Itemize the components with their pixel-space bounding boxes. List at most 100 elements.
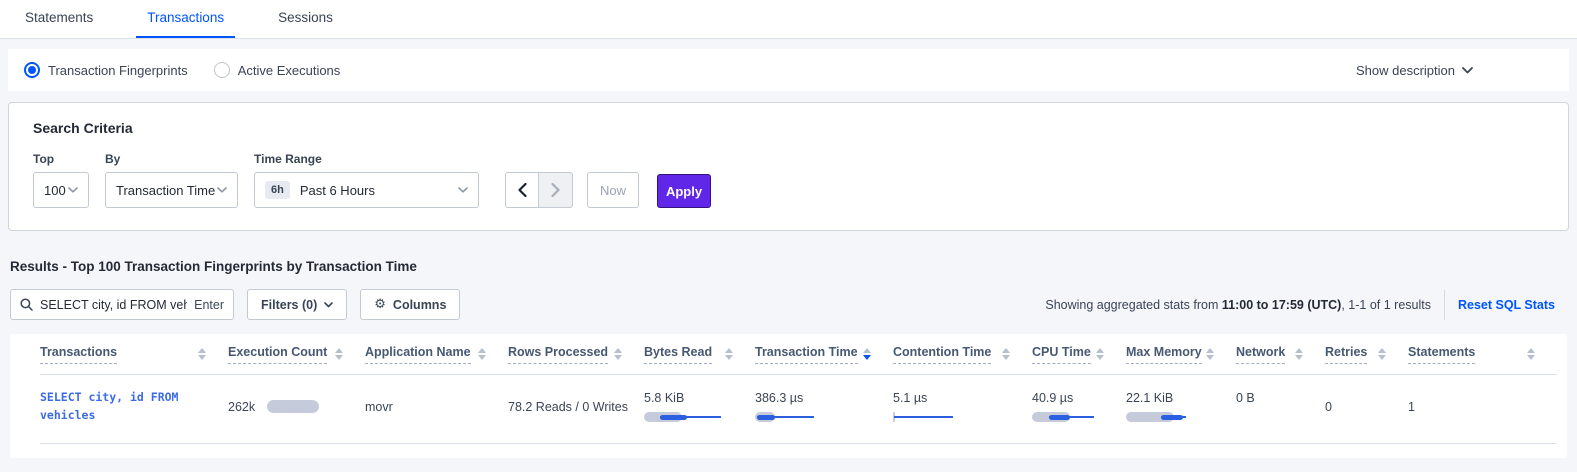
column-header-statements[interactable]: Statements bbox=[1408, 345, 1476, 364]
by-select[interactable]: Transaction Time bbox=[105, 172, 238, 208]
search-criteria-panel: Search Criteria Top 100 By Transaction T… bbox=[8, 102, 1569, 231]
chevron-down-icon bbox=[324, 301, 334, 308]
chevron-right-icon bbox=[551, 183, 560, 197]
columns-label: Columns bbox=[392, 297, 447, 312]
contention-time-cell: 5.1 µs bbox=[893, 391, 1032, 423]
sort-icon[interactable] bbox=[1527, 348, 1535, 360]
column-header-execution-count[interactable]: Execution Count bbox=[228, 345, 328, 364]
columns-button[interactable]: ⚙ Columns bbox=[360, 289, 461, 320]
top-field: Top 100 bbox=[33, 152, 89, 208]
sort-icon[interactable] bbox=[1096, 348, 1104, 360]
sort-icon-active-desc[interactable] bbox=[863, 348, 871, 360]
show-description-toggle[interactable]: Show description bbox=[1356, 63, 1553, 78]
chevron-down-icon bbox=[68, 187, 78, 193]
time-range-select[interactable]: 6h Past 6 Hours bbox=[254, 172, 479, 208]
fingerprint-search-box[interactable]: Enter bbox=[10, 289, 234, 320]
search-input[interactable] bbox=[40, 297, 188, 312]
by-field: By Transaction Time bbox=[105, 152, 238, 208]
apply-button[interactable]: Apply bbox=[657, 174, 711, 208]
top-select[interactable]: 100 bbox=[33, 172, 89, 208]
gear-icon: ⚙ bbox=[374, 297, 386, 312]
transaction-time-bar bbox=[755, 412, 835, 423]
column-header-cpu-time[interactable]: CPU Time bbox=[1032, 345, 1091, 364]
toolbar-divider bbox=[1443, 289, 1445, 320]
table-row: SELECT city, id FROM vehicles 262k movr … bbox=[40, 375, 1557, 444]
column-header-contention-time[interactable]: Contention Time bbox=[893, 345, 992, 364]
sort-icon[interactable] bbox=[1295, 348, 1303, 360]
tab-statements[interactable]: Statements bbox=[25, 10, 94, 25]
chevron-left-icon bbox=[517, 183, 527, 197]
max-memory-bar bbox=[1126, 412, 1206, 423]
time-window-arrows bbox=[505, 172, 573, 208]
cpu-time-cell: 40.9 µs bbox=[1032, 391, 1126, 423]
next-time-window-button[interactable] bbox=[539, 172, 573, 208]
time-range-label: Time Range bbox=[254, 152, 322, 166]
tab-transactions[interactable]: Transactions bbox=[136, 0, 236, 38]
column-header-rows-processed[interactable]: Rows Processed bbox=[508, 345, 609, 364]
top-label: Top bbox=[33, 152, 55, 166]
filters-label: Filters (0) bbox=[261, 297, 318, 312]
contention-time-value: 5.1 µs bbox=[893, 391, 928, 406]
bytes-read-bar bbox=[644, 412, 724, 423]
by-label: By bbox=[105, 152, 121, 166]
column-header-transaction-time[interactable]: Transaction Time bbox=[755, 345, 858, 364]
application-name-value: movr bbox=[365, 399, 393, 414]
network-cell: 0 B bbox=[1236, 391, 1325, 422]
stats-time-range: 11:00 to 17:59 (UTC) bbox=[1221, 297, 1342, 312]
sort-icon[interactable] bbox=[725, 348, 733, 360]
filters-button[interactable]: Filters (0) bbox=[247, 289, 348, 320]
max-memory-value: 22.1 KiB bbox=[1126, 391, 1174, 406]
max-memory-cell: 22.1 KiB bbox=[1126, 391, 1236, 423]
tab-sessions[interactable]: Sessions bbox=[278, 10, 333, 25]
reset-sql-stats-link[interactable]: Reset SQL Stats bbox=[1457, 297, 1555, 312]
sort-icon[interactable] bbox=[614, 348, 622, 360]
radio-transaction-fingerprints[interactable]: Transaction Fingerprints bbox=[24, 62, 188, 78]
view-mode-bar: Transaction Fingerprints Active Executio… bbox=[8, 49, 1569, 91]
transaction-time-value: 386.3 µs bbox=[755, 391, 804, 406]
transaction-time-cell: 386.3 µs bbox=[755, 391, 893, 423]
radio-selected-icon[interactable] bbox=[24, 62, 40, 78]
sort-icon[interactable] bbox=[1002, 348, 1010, 360]
sort-icon[interactable] bbox=[478, 348, 486, 360]
radio-active-executions[interactable]: Active Executions bbox=[213, 62, 341, 78]
time-range-value: Past 6 Hours bbox=[299, 182, 375, 198]
column-header-application-name[interactable]: Application Name bbox=[365, 345, 471, 364]
bytes-read-cell: 5.8 KiB bbox=[644, 391, 755, 423]
previous-time-window-button[interactable] bbox=[505, 172, 539, 208]
cpu-time-value: 40.9 µs bbox=[1032, 391, 1074, 406]
execution-count-value: 262k bbox=[228, 399, 256, 414]
sort-icon[interactable] bbox=[1206, 348, 1214, 360]
show-description-label: Show description bbox=[1356, 62, 1455, 78]
column-header-network[interactable]: Network bbox=[1236, 345, 1286, 364]
contention-time-bar bbox=[893, 412, 973, 423]
table-header-row: Transactions Execution Count Application… bbox=[40, 334, 1557, 375]
search-icon bbox=[20, 298, 33, 311]
execution-count-bar bbox=[267, 400, 320, 414]
search-criteria-title: Search Criteria bbox=[33, 120, 133, 136]
sort-icon[interactable] bbox=[335, 348, 343, 360]
search-enter-hint[interactable]: Enter bbox=[194, 297, 224, 312]
network-bar-empty bbox=[1236, 412, 1316, 422]
radio-unselected-icon[interactable] bbox=[213, 62, 230, 78]
now-button[interactable]: Now bbox=[587, 172, 639, 208]
by-select-value: Transaction Time bbox=[116, 182, 216, 198]
aggregated-stats-text: Showing aggregated stats from 11:00 to 1… bbox=[1045, 297, 1431, 312]
column-header-bytes-read[interactable]: Bytes Read bbox=[644, 345, 713, 364]
transactions-table: Transactions Execution Count Application… bbox=[10, 334, 1567, 458]
rows-processed-value: 78.2 Reads / 0 Writes bbox=[508, 399, 628, 414]
bytes-read-value: 5.8 KiB bbox=[644, 391, 685, 406]
cpu-time-bar bbox=[1032, 412, 1112, 423]
column-header-transactions[interactable]: Transactions bbox=[40, 345, 118, 364]
chevron-down-icon bbox=[458, 187, 468, 193]
sort-icon[interactable] bbox=[198, 348, 206, 360]
column-header-retries[interactable]: Retries bbox=[1325, 345, 1368, 364]
execution-count-cell: 262k bbox=[228, 400, 365, 414]
retries-value: 0 bbox=[1325, 399, 1332, 414]
radio-active-executions-label: Active Executions bbox=[237, 62, 341, 78]
results-toolbar: Enter Filters (0) ⚙ Columns Showing aggr… bbox=[10, 289, 1567, 320]
chevron-down-icon bbox=[217, 187, 227, 193]
transaction-fingerprint-link[interactable]: SELECT city, id FROM vehicles bbox=[40, 390, 179, 422]
time-range-field: Time Range 6h Past 6 Hours bbox=[254, 152, 479, 208]
column-header-max-memory[interactable]: Max Memory bbox=[1126, 345, 1202, 364]
sort-icon[interactable] bbox=[1378, 348, 1386, 360]
